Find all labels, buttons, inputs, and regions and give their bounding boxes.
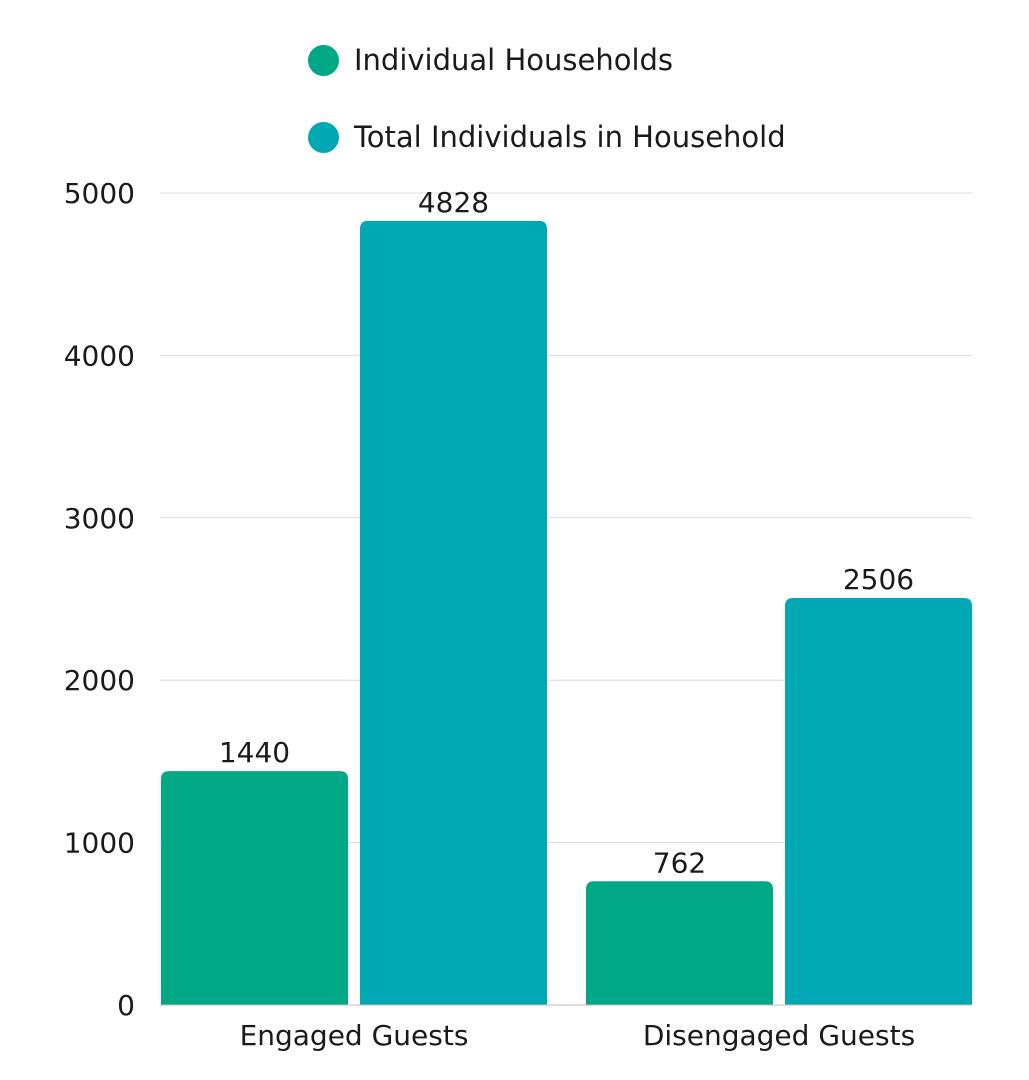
data-label-households-disengaged: 762: [653, 846, 706, 879]
y-tick-label-0: 0: [117, 989, 135, 1022]
y-tick-label-1000: 1000: [64, 827, 135, 860]
data-label-households-engaged: 1440: [219, 736, 290, 769]
legend-swatch-individual-households: [308, 44, 339, 76]
data-label-individuals-disengaged: 2506: [843, 563, 914, 596]
bar-individuals-disengaged: [785, 598, 972, 1005]
legend-item-total-individuals[interactable]: Total Individuals in Household: [308, 115, 786, 159]
y-tick-label-5000: 5000: [64, 177, 135, 210]
bar-households-engaged: [161, 771, 348, 1005]
legend-swatch-total-individuals: [308, 121, 339, 153]
bar-individuals-engaged: [360, 220, 547, 1005]
x-tick-label-engaged: Engaged Guests: [240, 1019, 469, 1052]
legend-label-individual-households: Individual Households: [354, 43, 674, 77]
x-tick-label-disengaged: Disengaged Guests: [643, 1019, 915, 1052]
legend-label-total-individuals: Total Individuals in Household: [354, 120, 786, 154]
legend-item-individual-households[interactable]: Individual Households: [308, 38, 786, 82]
bar-households-disengaged: [586, 881, 773, 1005]
legend: Individual Households Total Individuals …: [308, 38, 786, 192]
y-tick-label-4000: 4000: [64, 339, 135, 372]
y-tick-label-3000: 3000: [64, 502, 135, 535]
data-label-individuals-engaged: 4828: [418, 186, 489, 219]
y-tick-label-2000: 2000: [64, 664, 135, 697]
